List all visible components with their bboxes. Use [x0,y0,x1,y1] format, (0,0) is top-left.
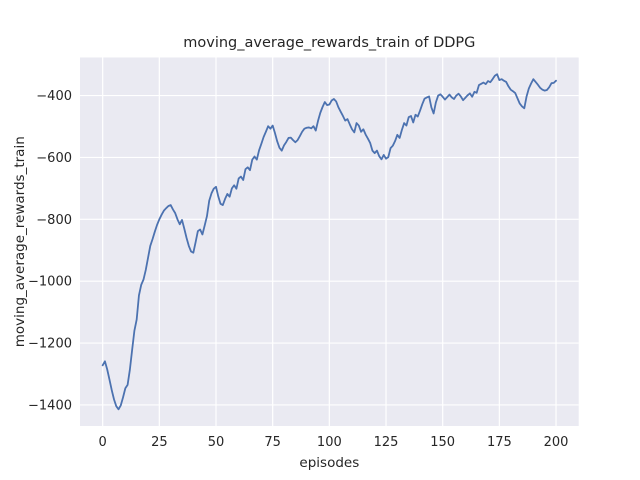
x-tick-label: 50 [208,435,225,450]
gridlines [80,57,579,426]
x-tick-label: 25 [151,435,168,450]
x-tick-label: 0 [99,435,107,450]
y-tick-label: −600 [36,151,72,166]
y-tick-label: −1200 [28,337,72,352]
x-tick-labels: 0 25 50 75 100 125 150 175 200 [99,435,569,450]
y-tick-label: −1400 [28,398,72,413]
x-axis-label: episodes [299,455,359,471]
x-tick-label: 175 [487,435,512,450]
y-tick-label: −1000 [28,275,72,290]
x-tick-label: 100 [317,435,342,450]
data-line [101,73,557,411]
y-axis-label: moving_average_rewards_train [12,136,28,347]
y-tick-label: −800 [36,213,72,228]
x-tick-label: 75 [264,435,281,450]
y-tick-label: −400 [36,89,72,104]
x-tick-label: 200 [544,435,569,450]
y-tick-labels: −400 −600 −800 −1000 −1200 −1400 [28,89,72,413]
chart-title: moving_average_rewards_train of DDPG [183,35,475,51]
x-tick-label: 125 [374,435,399,450]
x-tick-label: 150 [430,435,455,450]
